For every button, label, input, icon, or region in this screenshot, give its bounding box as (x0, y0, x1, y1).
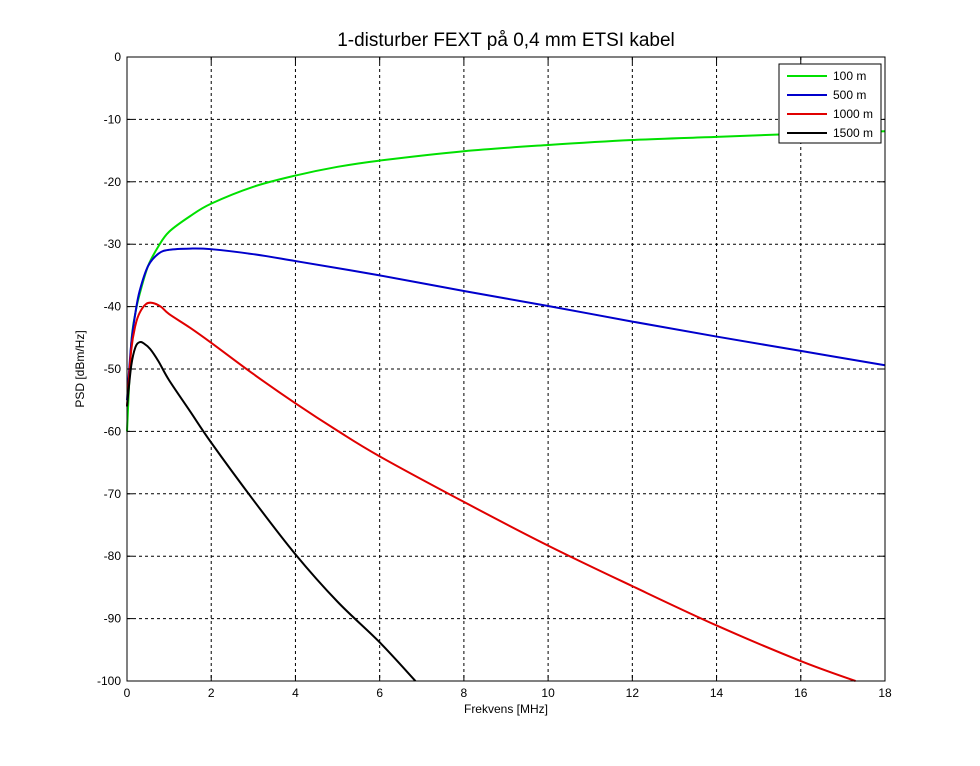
x-tick-label: 6 (376, 686, 383, 700)
y-tick-label: -70 (104, 487, 122, 501)
x-tick-label: 10 (541, 686, 555, 700)
legend-label-500-m: 500 m (833, 88, 866, 102)
legend-label-1000-m: 1000 m (833, 107, 873, 121)
series-lines (126, 130, 886, 682)
x-tick-label: 2 (208, 686, 215, 700)
y-tick-label: 0 (114, 50, 121, 64)
legend-label-1500-m: 1500 m (833, 126, 873, 140)
grid (127, 57, 885, 681)
y-axis-label: PSD [dBm/Hz] (73, 330, 87, 407)
y-tick-label: -40 (104, 300, 122, 314)
y-tick-label: -20 (104, 175, 122, 189)
y-tick-label: -80 (104, 549, 122, 563)
x-tick-label: 12 (626, 686, 640, 700)
x-tick-label: 16 (794, 686, 808, 700)
x-tick-label: 4 (292, 686, 299, 700)
y-tick-label: -50 (104, 362, 122, 376)
x-tick-label: 14 (710, 686, 724, 700)
y-tick-label: -10 (104, 112, 122, 126)
y-tick-label: -90 (104, 612, 122, 626)
y-tick-label: -100 (97, 674, 121, 688)
y-tick-label: -60 (104, 424, 122, 438)
x-tick-label: 0 (124, 686, 131, 700)
x-tick-label: 18 (878, 686, 892, 700)
legend: 100 m 500 m 1000 m 1500 m (778, 63, 882, 144)
series-line-500-m (126, 247, 886, 401)
chart-title: 1-disturber FEXT på 0,4 mm ETSI kabel (337, 30, 675, 51)
x-axis-label: Frekvens [MHz] (464, 702, 548, 716)
series-line-1000-m (126, 301, 856, 682)
legend-box (778, 63, 882, 144)
axis-ticks: 0 2 4 6 8 10 12 14 16 18 0 -10 -20 -30 -40 -50 -60 -70 -80… (97, 50, 892, 700)
y-tick-label: -30 (104, 237, 122, 251)
legend-label-100-m: 100 m (833, 69, 866, 83)
x-tick-label: 8 (461, 686, 468, 700)
series-line-1500-m (126, 340, 417, 682)
